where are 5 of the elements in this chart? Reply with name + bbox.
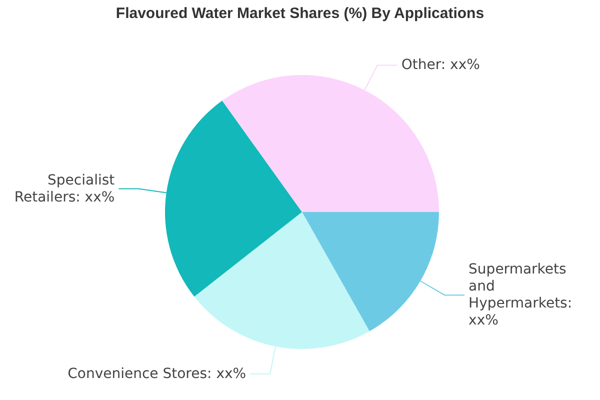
slice-label: Specialist Retailers: xx% <box>14 172 116 206</box>
slice-label: Other: xx% <box>401 57 480 74</box>
slice-label: Supermarkets and Hypermarkets: xx% <box>468 261 572 328</box>
chart-title: Flavoured Water Market Shares (%) By Applications <box>116 5 484 22</box>
slice-label: Convenience Stores: xx% <box>68 366 246 382</box>
